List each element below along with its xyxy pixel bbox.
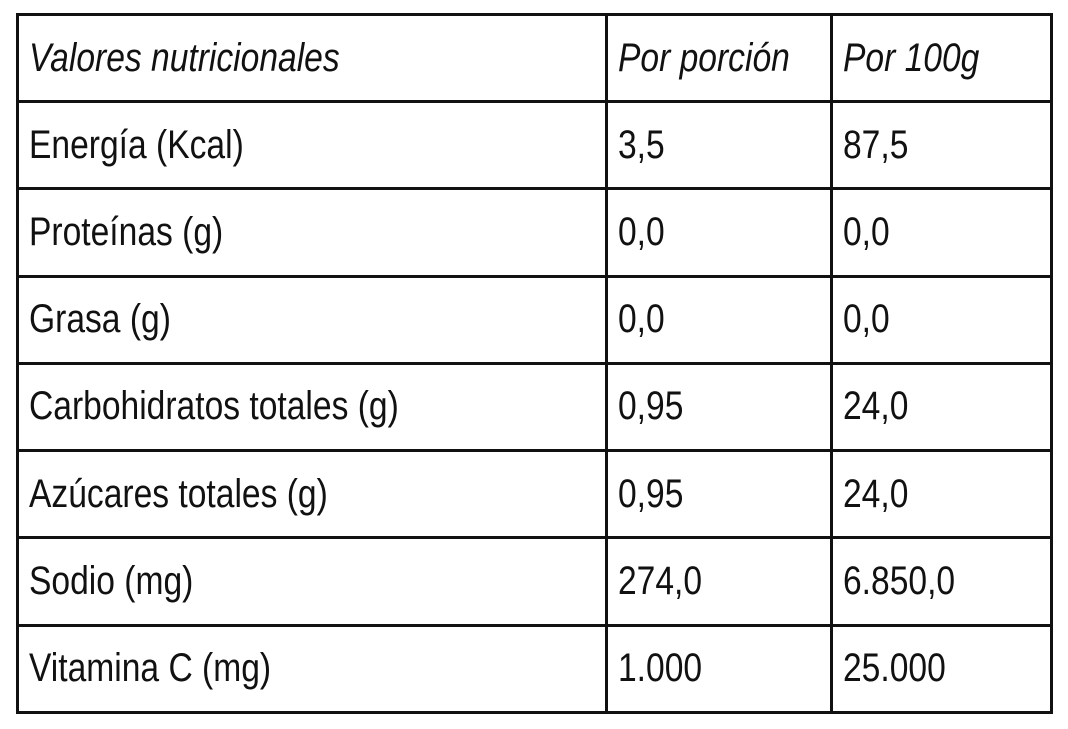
table-cell-text: Proteínas (g) — [29, 209, 224, 254]
table-header: Valores nutricionales Por porción Por 100g — [16, 13, 1053, 103]
table-cell-text: Sodio (mg) — [29, 559, 194, 604]
table-cell-text: 0,0 — [618, 209, 665, 254]
table-cell: 0,0 — [830, 274, 1053, 365]
table-cell-text: Energía (Kcal) — [29, 122, 244, 167]
table-cell-text: 0,95 — [618, 471, 684, 516]
header-cell: Por porción — [605, 13, 833, 103]
table-body: Energía (Kcal) 3,5 87,5 Proteínas (g) 0,0 0,0… — [16, 99, 1053, 715]
table-cell-text: 0,0 — [843, 297, 890, 342]
table-cell: 0,0 — [605, 274, 833, 365]
table-cell: 0,0 — [830, 187, 1053, 278]
table-row: Sodio (mg) 274,0 6.850,0 — [16, 536, 1053, 627]
table-cell-text: 274,0 — [618, 559, 703, 604]
table-cell: 25.000 — [830, 623, 1053, 715]
header-row: Valores nutricionales Por porción Por 100g — [16, 13, 1053, 103]
table-row: Grasa (g) 0,0 0,0 — [16, 274, 1053, 365]
table-cell-text: Carbohidratos totales (g) — [29, 384, 399, 429]
table-cell-text: 6.850,0 — [843, 559, 956, 604]
table-cell-text: 87,5 — [843, 122, 909, 167]
table-cell-text: Grasa (g) — [29, 297, 171, 342]
table-cell: Energía (Kcal) — [16, 99, 608, 191]
table-cell: 24,0 — [830, 361, 1053, 453]
table-cell: Grasa (g) — [16, 274, 608, 365]
table-cell-text: 3,5 — [618, 122, 665, 167]
header-cell-text: Por 100g — [843, 35, 980, 80]
table-row: Carbohidratos totales (g) 0,95 24,0 — [16, 361, 1053, 453]
table-cell: 87,5 — [830, 99, 1053, 191]
table-cell-text: 24,0 — [843, 471, 909, 516]
table-row: Azúcares totales (g) 0,95 24,0 — [16, 449, 1053, 540]
table-cell: 1.000 — [605, 623, 833, 715]
table-cell-text: 0,95 — [618, 384, 684, 429]
table-cell-text: 25.000 — [843, 646, 946, 691]
table-cell: 0,0 — [605, 187, 833, 278]
table-row: Proteínas (g) 0,0 0,0 — [16, 187, 1053, 278]
table-cell-text: 1.000 — [618, 646, 703, 691]
table-cell: Vitamina C (mg) — [16, 623, 608, 715]
table-cell-text: Vitamina C (mg) — [29, 646, 272, 691]
table-cell: 6.850,0 — [830, 536, 1053, 627]
table-row: Energía (Kcal) 3,5 87,5 — [16, 99, 1053, 191]
table-row: Vitamina C (mg) 1.000 25.000 — [16, 623, 1053, 715]
table-cell: Proteínas (g) — [16, 187, 608, 278]
table-cell-text: 24,0 — [843, 384, 909, 429]
table-cell-text: Azúcares totales (g) — [29, 471, 328, 516]
table-cell: 274,0 — [605, 536, 833, 627]
nutrition-table: Valores nutricionales Por porción Por 100g… — [16, 13, 1053, 715]
table-cell: 3,5 — [605, 99, 833, 191]
table-cell: 0,95 — [605, 361, 833, 453]
table-cell: 0,95 — [605, 449, 833, 540]
table-cell-text: 0,0 — [618, 297, 665, 342]
table-cell-text: 0,0 — [843, 209, 890, 254]
header-cell-text: Valores nutricionales — [29, 35, 340, 80]
header-cell-text: Por porción — [618, 35, 790, 80]
header-cell: Valores nutricionales — [16, 13, 608, 103]
table-cell: 24,0 — [830, 449, 1053, 540]
table-cell: Azúcares totales (g) — [16, 449, 608, 540]
table-cell: Sodio (mg) — [16, 536, 608, 627]
header-cell: Por 100g — [830, 13, 1053, 103]
table-cell: Carbohidratos totales (g) — [16, 361, 608, 453]
